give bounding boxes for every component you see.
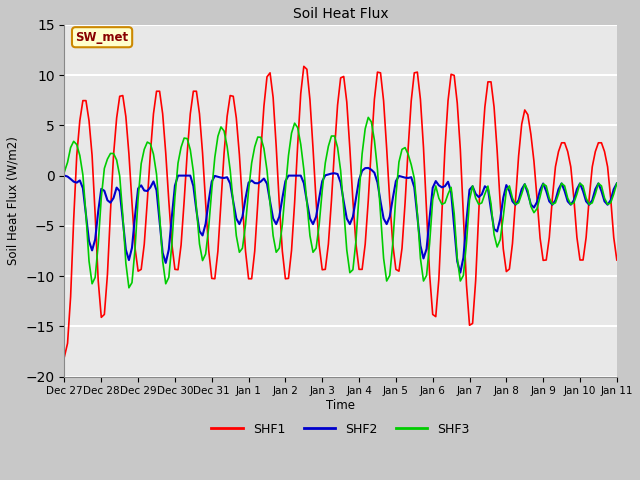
- SHF3: [217, 124, 225, 130]
- Title: Soil Heat Flux: Soil Heat Flux: [293, 7, 388, 21]
- Legend: SHF1, SHF2, SHF3: SHF1, SHF2, SHF3: [207, 418, 475, 441]
- SHF1: [331, 147, 339, 153]
- SHF2: [324, 172, 332, 178]
- SHF2: [143, 188, 151, 194]
- SHF1: [613, 257, 621, 263]
- Line: SHF3: SHF3: [65, 118, 617, 288]
- SHF1: [107, 208, 115, 214]
- X-axis label: Time: Time: [326, 399, 355, 412]
- Text: SW_met: SW_met: [76, 31, 129, 44]
- SHF3: [107, 151, 115, 156]
- SHF2: [613, 180, 621, 186]
- SHF1: [61, 354, 68, 360]
- SHF3: [147, 141, 154, 147]
- SHF2: [328, 171, 335, 177]
- Line: SHF1: SHF1: [65, 66, 617, 357]
- SHF2: [524, 191, 532, 196]
- SHF3: [364, 115, 372, 120]
- SHF3: [125, 285, 132, 291]
- SHF3: [524, 188, 532, 193]
- SHF2: [61, 173, 68, 179]
- SHF3: [331, 133, 339, 139]
- SHF1: [143, 198, 151, 204]
- SHF1: [328, 198, 335, 204]
- SHF2: [214, 174, 221, 180]
- SHF2: [107, 200, 115, 205]
- SHF2: [456, 270, 464, 276]
- SHF1: [521, 107, 529, 113]
- SHF1: [214, 248, 221, 254]
- SHF3: [328, 133, 335, 139]
- Line: SHF2: SHF2: [65, 168, 617, 273]
- SHF3: [613, 180, 621, 186]
- Y-axis label: Soil Heat Flux (W/m2): Soil Heat Flux (W/m2): [7, 136, 20, 265]
- SHF3: [61, 169, 68, 175]
- SHF1: [300, 63, 308, 69]
- SHF2: [364, 165, 372, 171]
